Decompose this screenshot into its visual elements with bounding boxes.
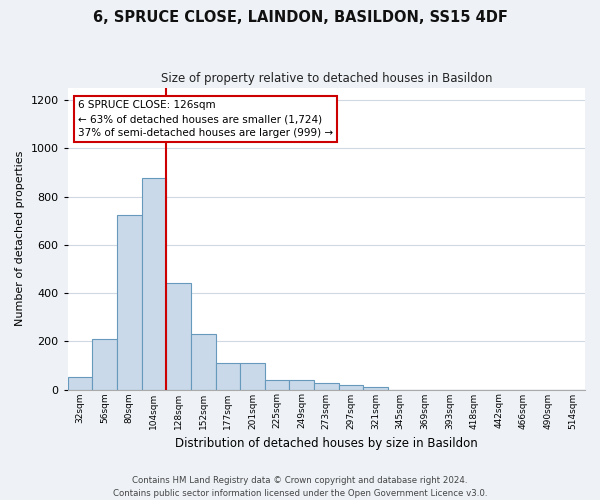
Title: Size of property relative to detached houses in Basildon: Size of property relative to detached ho… xyxy=(161,72,492,86)
Y-axis label: Number of detached properties: Number of detached properties xyxy=(15,151,25,326)
Text: 6 SPRUCE CLOSE: 126sqm
← 63% of detached houses are smaller (1,724)
37% of semi-: 6 SPRUCE CLOSE: 126sqm ← 63% of detached… xyxy=(78,100,333,138)
Bar xyxy=(265,380,289,390)
Bar xyxy=(117,214,142,390)
Bar xyxy=(289,380,314,390)
Bar xyxy=(314,384,338,390)
Bar xyxy=(191,334,215,390)
Bar xyxy=(364,387,388,390)
Bar xyxy=(338,384,364,390)
Bar xyxy=(68,378,92,390)
Bar xyxy=(166,284,191,390)
Bar xyxy=(240,363,265,390)
Text: 6, SPRUCE CLOSE, LAINDON, BASILDON, SS15 4DF: 6, SPRUCE CLOSE, LAINDON, BASILDON, SS15… xyxy=(92,10,508,25)
X-axis label: Distribution of detached houses by size in Basildon: Distribution of detached houses by size … xyxy=(175,437,478,450)
Text: Contains HM Land Registry data © Crown copyright and database right 2024.
Contai: Contains HM Land Registry data © Crown c… xyxy=(113,476,487,498)
Bar xyxy=(215,363,240,390)
Bar xyxy=(92,339,117,390)
Bar xyxy=(142,178,166,390)
